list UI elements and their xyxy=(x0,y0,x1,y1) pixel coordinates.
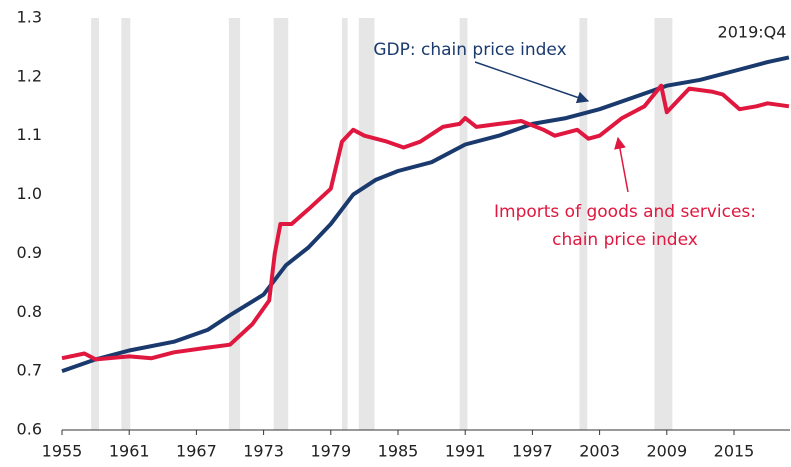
y-tick-label: 0.7 xyxy=(17,361,42,380)
recession-band xyxy=(228,18,241,430)
recession-band xyxy=(91,18,99,430)
imports-annotation: Imports of goods and services: xyxy=(494,202,756,222)
recession-band xyxy=(459,18,468,430)
series-line xyxy=(61,83,790,362)
x-tick-label: 2009 xyxy=(646,442,687,461)
y-tick-label: 0.6 xyxy=(17,420,42,439)
recession-band xyxy=(342,18,348,430)
gdp-annotation: GDP: chain price index xyxy=(373,40,566,60)
x-tick-label: 2003 xyxy=(579,442,620,461)
x-tick-label: 1955 xyxy=(42,442,83,461)
y-tick-label: 1.3 xyxy=(17,8,42,27)
imports-annotation: chain price index xyxy=(552,230,698,250)
x-tick-label: 1991 xyxy=(445,442,486,461)
annotation-arrow xyxy=(614,136,629,193)
x-tick-label: 1973 xyxy=(243,442,284,461)
recession-band xyxy=(579,18,588,430)
series-line xyxy=(61,55,790,373)
x-tick-label: 1979 xyxy=(310,442,351,461)
y-tick-label: 0.8 xyxy=(17,302,42,321)
recession-band xyxy=(358,18,375,430)
x-tick-label: 1967 xyxy=(176,442,217,461)
x-tick-label: 1961 xyxy=(109,442,150,461)
recession-band xyxy=(654,18,673,430)
date-label: 2019:Q4 xyxy=(718,23,787,42)
y-tick-label: 1.2 xyxy=(17,66,42,85)
y-tick-label: 1.0 xyxy=(17,184,42,203)
x-tick-label: 2015 xyxy=(714,442,755,461)
annotation-arrow xyxy=(474,61,590,104)
y-tick-label: 1.1 xyxy=(17,125,42,144)
y-tick-label: 0.9 xyxy=(17,243,42,262)
x-tick-label: 1985 xyxy=(378,442,419,461)
recession-band xyxy=(121,18,131,430)
x-tick-label: 1997 xyxy=(512,442,553,461)
